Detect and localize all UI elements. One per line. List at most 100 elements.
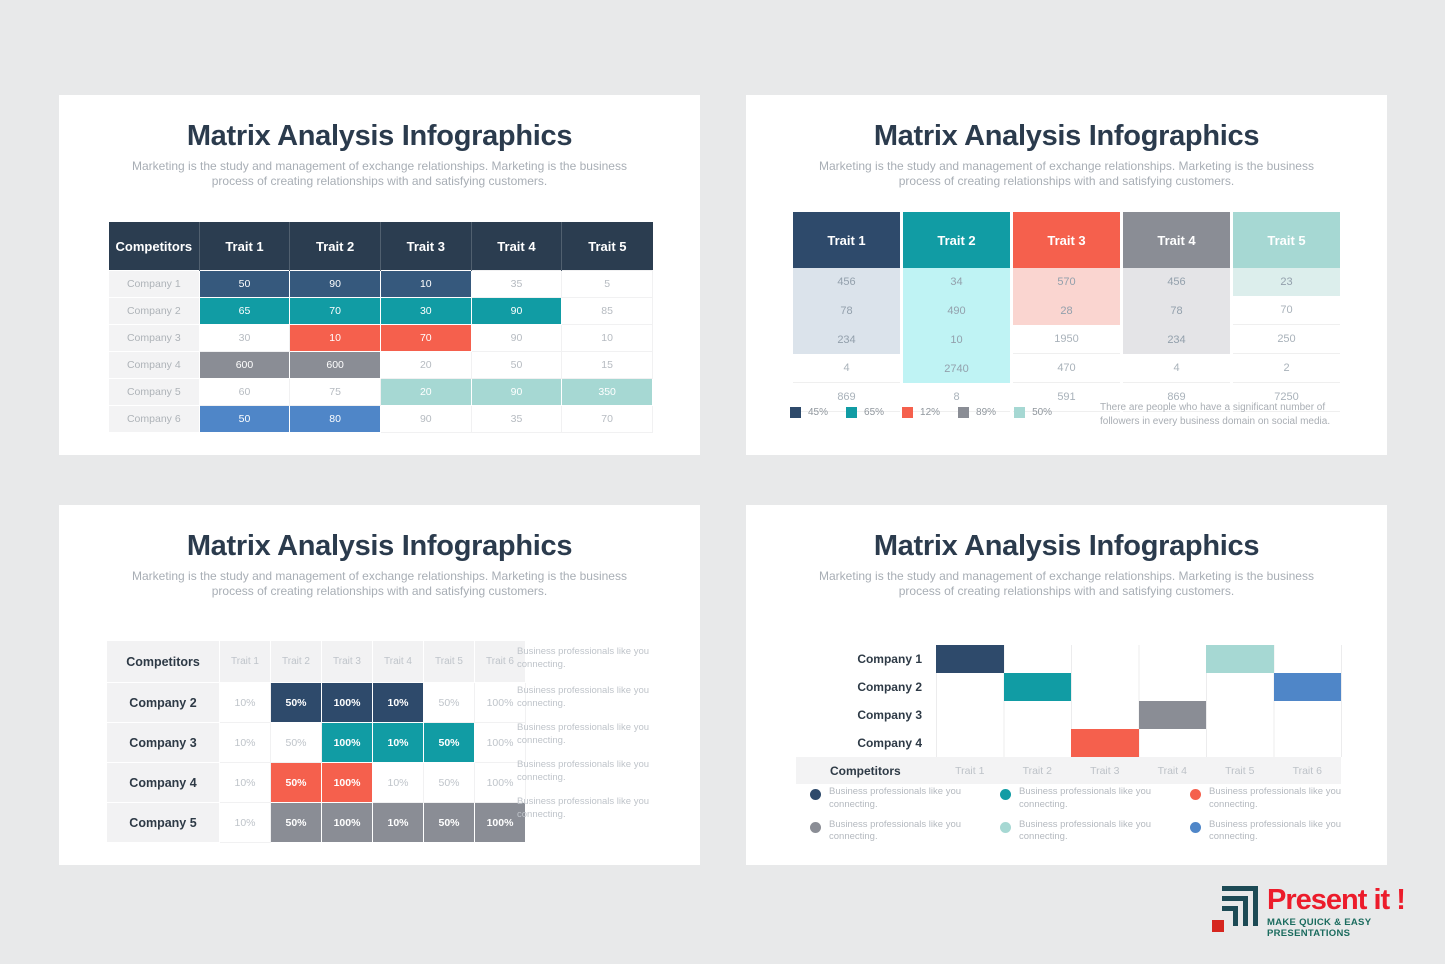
legend-label: Business professionals like you connecti… — [829, 786, 962, 810]
table-cell: 100% — [474, 762, 526, 803]
page-title: Matrix Analysis Infographics — [873, 530, 1260, 562]
panel-top-left: Matrix Analysis Infographics Marketing i… — [59, 95, 700, 455]
table-cell: 75 — [289, 378, 381, 406]
table-cell: 90 — [470, 378, 563, 406]
table-cell: 90 — [289, 270, 381, 298]
legend: Business professionals like you connecti… — [810, 786, 1380, 844]
table-row: Company 3 10% 50% 100% 10% 50% 100% — [106, 722, 526, 763]
legend-dot — [810, 789, 821, 800]
table-cell: 90 — [470, 297, 563, 325]
table-cell: 50% — [423, 762, 475, 803]
trait-label: Trait 5 — [1225, 764, 1255, 777]
table-cell: 2740 — [903, 354, 1010, 383]
table-cell: 50% — [270, 802, 322, 843]
row-note: Business professionals like you connecti… — [517, 646, 650, 670]
table-cell: 50% — [423, 722, 475, 763]
table-cell: 30 — [379, 297, 472, 325]
legend-item: Business professionals like you connecti… — [1000, 786, 1190, 812]
legend-label: Business professionals like you connecti… — [829, 818, 962, 843]
table-cell: 10 — [379, 270, 472, 298]
table-cell: 2 — [1233, 354, 1340, 383]
row-label: Company 2 — [108, 297, 200, 325]
legend-item: 89% — [958, 407, 996, 418]
table-cell: 78 — [793, 296, 900, 325]
row-label: Company 5 — [106, 802, 220, 843]
legend-item: Business professionals like you connecti… — [810, 819, 1000, 845]
table-cell: 100% — [474, 682, 526, 723]
legend-item: Business professionals like you connecti… — [1190, 786, 1380, 812]
row-note: Business professionals like you connecti… — [517, 722, 650, 746]
company-label: Company 4 — [857, 736, 922, 750]
column-header: Competitors — [106, 640, 220, 683]
legend-label: 12% — [920, 407, 941, 418]
column-header: Trait 2 — [903, 212, 1010, 268]
table-cell: 350 — [561, 378, 653, 406]
table-cell: 85 — [561, 297, 653, 325]
table-cell: 234 — [1123, 325, 1230, 354]
table-row: 78 490 28 78 70 — [793, 296, 1340, 325]
column-header: Trait 3 — [321, 640, 373, 683]
trait-label: Trait 3 — [1090, 764, 1120, 777]
column-header: Trait 3 — [1013, 212, 1120, 268]
table-cell: 100% — [321, 762, 373, 803]
table-cell: 70 — [289, 297, 381, 325]
panel-subtitle: Marketing is the study and management of… — [132, 158, 627, 189]
table-cell: 100% — [474, 802, 526, 843]
table-cell: 15 — [561, 351, 653, 379]
row-label: Company 2 — [106, 682, 220, 723]
column-header: Trait 2 — [270, 640, 322, 683]
table-cell: 35 — [470, 405, 563, 433]
trait-label: Trait 1 — [955, 764, 985, 777]
legend-dot — [1000, 789, 1011, 800]
logo-bracket-icon — [1222, 886, 1258, 926]
column-header: Trait 5 — [423, 640, 475, 683]
table-cell: 10% — [219, 762, 271, 803]
page-title: Matrix Analysis Infographics — [873, 120, 1260, 152]
logo-red-square-icon — [1212, 920, 1224, 932]
table-row: Company 4 600 600 20 50 15 — [108, 351, 653, 379]
table-cell: 50% — [270, 762, 322, 803]
table-row: Company 1 50 90 10 35 5 — [108, 270, 653, 298]
table-cell: 1950 — [1013, 325, 1120, 354]
table-cell: 8 — [903, 383, 1010, 412]
column-header: Trait 1 — [198, 222, 290, 271]
legend-dot — [1190, 821, 1201, 833]
table-cell: 591 — [1013, 383, 1120, 412]
table-cell: 10% — [372, 722, 424, 763]
table-row: 234 10 1950 234 250 — [793, 325, 1340, 354]
table-cell: 234 — [793, 325, 900, 354]
row-note: Business professionals like you connecti… — [517, 796, 650, 820]
matrix-bar — [1071, 729, 1139, 757]
table-cell: 100% — [321, 802, 373, 843]
panel-bottom-right: Matrix Analysis Infographics Marketing i… — [746, 505, 1387, 865]
table-cell: 70 — [561, 405, 653, 433]
trait-label: Trait 6 — [1292, 764, 1322, 777]
row-label: Company 6 — [108, 405, 200, 433]
table-cell: 10 — [289, 324, 381, 352]
trait-label: Trait 4 — [1157, 764, 1187, 777]
legend: 45% 65% 12% 89% 50% — [790, 407, 1052, 418]
table-cell: 600 — [289, 351, 381, 379]
row-label: Company 3 — [108, 324, 200, 352]
table-row: Company 2 65 70 30 90 85 — [108, 297, 653, 325]
panel-subtitle: Marketing is the study and management of… — [132, 568, 627, 599]
table-cell: 10 — [561, 324, 653, 352]
table-cell: 50% — [270, 682, 322, 723]
legend-item: 50% — [1014, 407, 1052, 418]
table-cell: 10% — [219, 802, 271, 843]
table-cell: 50 — [198, 270, 291, 298]
table-cell: 20 — [379, 378, 472, 406]
brand-tagline: MAKE QUICK & EASY PRESENTATIONS — [1267, 917, 1372, 939]
legend-label: Business professionals like you connecti… — [1209, 786, 1342, 810]
brand-name: Present it ! — [1267, 884, 1406, 916]
row-label: Company 1 — [108, 270, 200, 298]
table-cell: 65 — [198, 297, 291, 325]
legend-item: 45% — [790, 407, 828, 418]
column-header: Trait 3 — [379, 222, 472, 271]
legend-item: 65% — [846, 407, 884, 418]
table-cell: 7250 — [1233, 383, 1340, 412]
header-row: Trait 1 Trait 2 Trait 3 Trait 4 Trait 5 — [793, 212, 1340, 268]
